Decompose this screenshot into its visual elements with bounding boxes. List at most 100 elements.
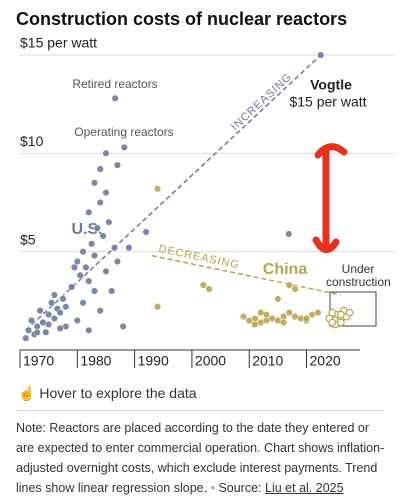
point bbox=[82, 263, 90, 271]
point bbox=[85, 277, 93, 285]
point bbox=[47, 299, 56, 307]
x-tick-label: 2010 bbox=[252, 353, 283, 369]
point bbox=[111, 244, 119, 252]
point bbox=[317, 51, 325, 59]
note-text: Note: Reactors are placed according to t… bbox=[16, 421, 385, 495]
point bbox=[153, 185, 162, 193]
point bbox=[205, 285, 213, 293]
point bbox=[199, 281, 207, 289]
point bbox=[45, 311, 53, 319]
point bbox=[102, 189, 110, 197]
point bbox=[302, 314, 311, 323]
x-tick-label: 1970 bbox=[23, 353, 54, 369]
annotation: $15 per watt bbox=[289, 94, 366, 110]
annotation: Retired reactors bbox=[72, 77, 157, 91]
point bbox=[85, 208, 93, 216]
point bbox=[142, 228, 150, 236]
point bbox=[85, 326, 93, 334]
point bbox=[73, 316, 81, 325]
point bbox=[99, 232, 107, 240]
point bbox=[90, 179, 99, 187]
note: Note: Reactors are placed according to t… bbox=[16, 421, 385, 495]
point bbox=[33, 328, 41, 336]
trend-label: INCREASING bbox=[229, 71, 295, 133]
point bbox=[102, 267, 110, 275]
point bbox=[280, 318, 288, 327]
point bbox=[93, 224, 101, 232]
point bbox=[88, 240, 96, 248]
point bbox=[79, 299, 87, 307]
trend-line bbox=[151, 254, 342, 296]
point bbox=[251, 320, 259, 328]
point bbox=[56, 324, 64, 332]
point bbox=[257, 309, 265, 317]
point bbox=[336, 318, 345, 327]
point bbox=[50, 291, 58, 299]
point bbox=[33, 322, 41, 330]
point bbox=[239, 313, 248, 321]
point bbox=[42, 328, 50, 336]
hint-text: Hover to explore the data bbox=[39, 385, 197, 401]
point bbox=[328, 318, 337, 327]
point bbox=[345, 308, 354, 317]
series-label: U.S. bbox=[71, 221, 102, 238]
point bbox=[73, 257, 81, 266]
chart-title: Construction costs of nuclear reactors bbox=[16, 9, 347, 29]
point bbox=[105, 218, 113, 226]
point bbox=[96, 198, 104, 207]
point bbox=[291, 285, 299, 293]
x-tick-label: 1980 bbox=[80, 353, 111, 369]
x-tick-label: 2000 bbox=[195, 353, 226, 369]
point bbox=[76, 271, 84, 279]
point bbox=[125, 244, 133, 252]
point bbox=[251, 314, 259, 323]
trend-label: DECREASING bbox=[157, 243, 240, 272]
point bbox=[285, 230, 293, 238]
point bbox=[96, 307, 104, 315]
trend-line bbox=[25, 54, 322, 331]
point bbox=[22, 334, 30, 342]
point bbox=[62, 303, 70, 311]
point bbox=[45, 320, 53, 328]
point bbox=[336, 310, 345, 319]
y-tick-label: $5 bbox=[20, 231, 36, 247]
source-label: Source: bbox=[218, 481, 262, 495]
series-label: Under construction bbox=[326, 262, 391, 289]
point bbox=[113, 257, 121, 266]
point bbox=[79, 248, 87, 256]
hover-hint: ☝ Hover to explore the data bbox=[18, 385, 197, 401]
point bbox=[68, 283, 76, 291]
red-arrow bbox=[312, 143, 348, 253]
point bbox=[274, 295, 282, 303]
construction-box bbox=[329, 291, 377, 327]
point bbox=[90, 252, 99, 260]
annotation: Operating reactors bbox=[74, 125, 173, 139]
point bbox=[314, 309, 322, 317]
point bbox=[25, 326, 33, 334]
y-tick-label: $10 bbox=[20, 133, 44, 149]
point bbox=[102, 149, 110, 157]
point bbox=[50, 314, 58, 323]
point bbox=[285, 281, 293, 289]
point bbox=[111, 94, 119, 102]
point bbox=[56, 309, 64, 317]
divider bbox=[16, 410, 384, 411]
x-tick-label: 2020 bbox=[310, 353, 341, 369]
point bbox=[280, 313, 288, 321]
point bbox=[285, 309, 293, 317]
point bbox=[113, 161, 121, 169]
point bbox=[36, 307, 44, 315]
point bbox=[96, 165, 104, 173]
chart: Construction costs of nuclear reactors R… bbox=[16, 9, 395, 369]
y-tick-label: $15 per watt bbox=[20, 35, 97, 51]
x-tick-label: 1990 bbox=[138, 353, 169, 369]
annotation: Vogtle bbox=[310, 77, 352, 93]
point bbox=[108, 287, 116, 295]
point bbox=[119, 322, 127, 330]
point bbox=[70, 263, 79, 271]
point bbox=[90, 287, 99, 295]
source-link[interactable]: Liu et al. 2025 bbox=[265, 481, 344, 495]
series-label: China bbox=[263, 261, 308, 278]
point bbox=[291, 313, 299, 321]
